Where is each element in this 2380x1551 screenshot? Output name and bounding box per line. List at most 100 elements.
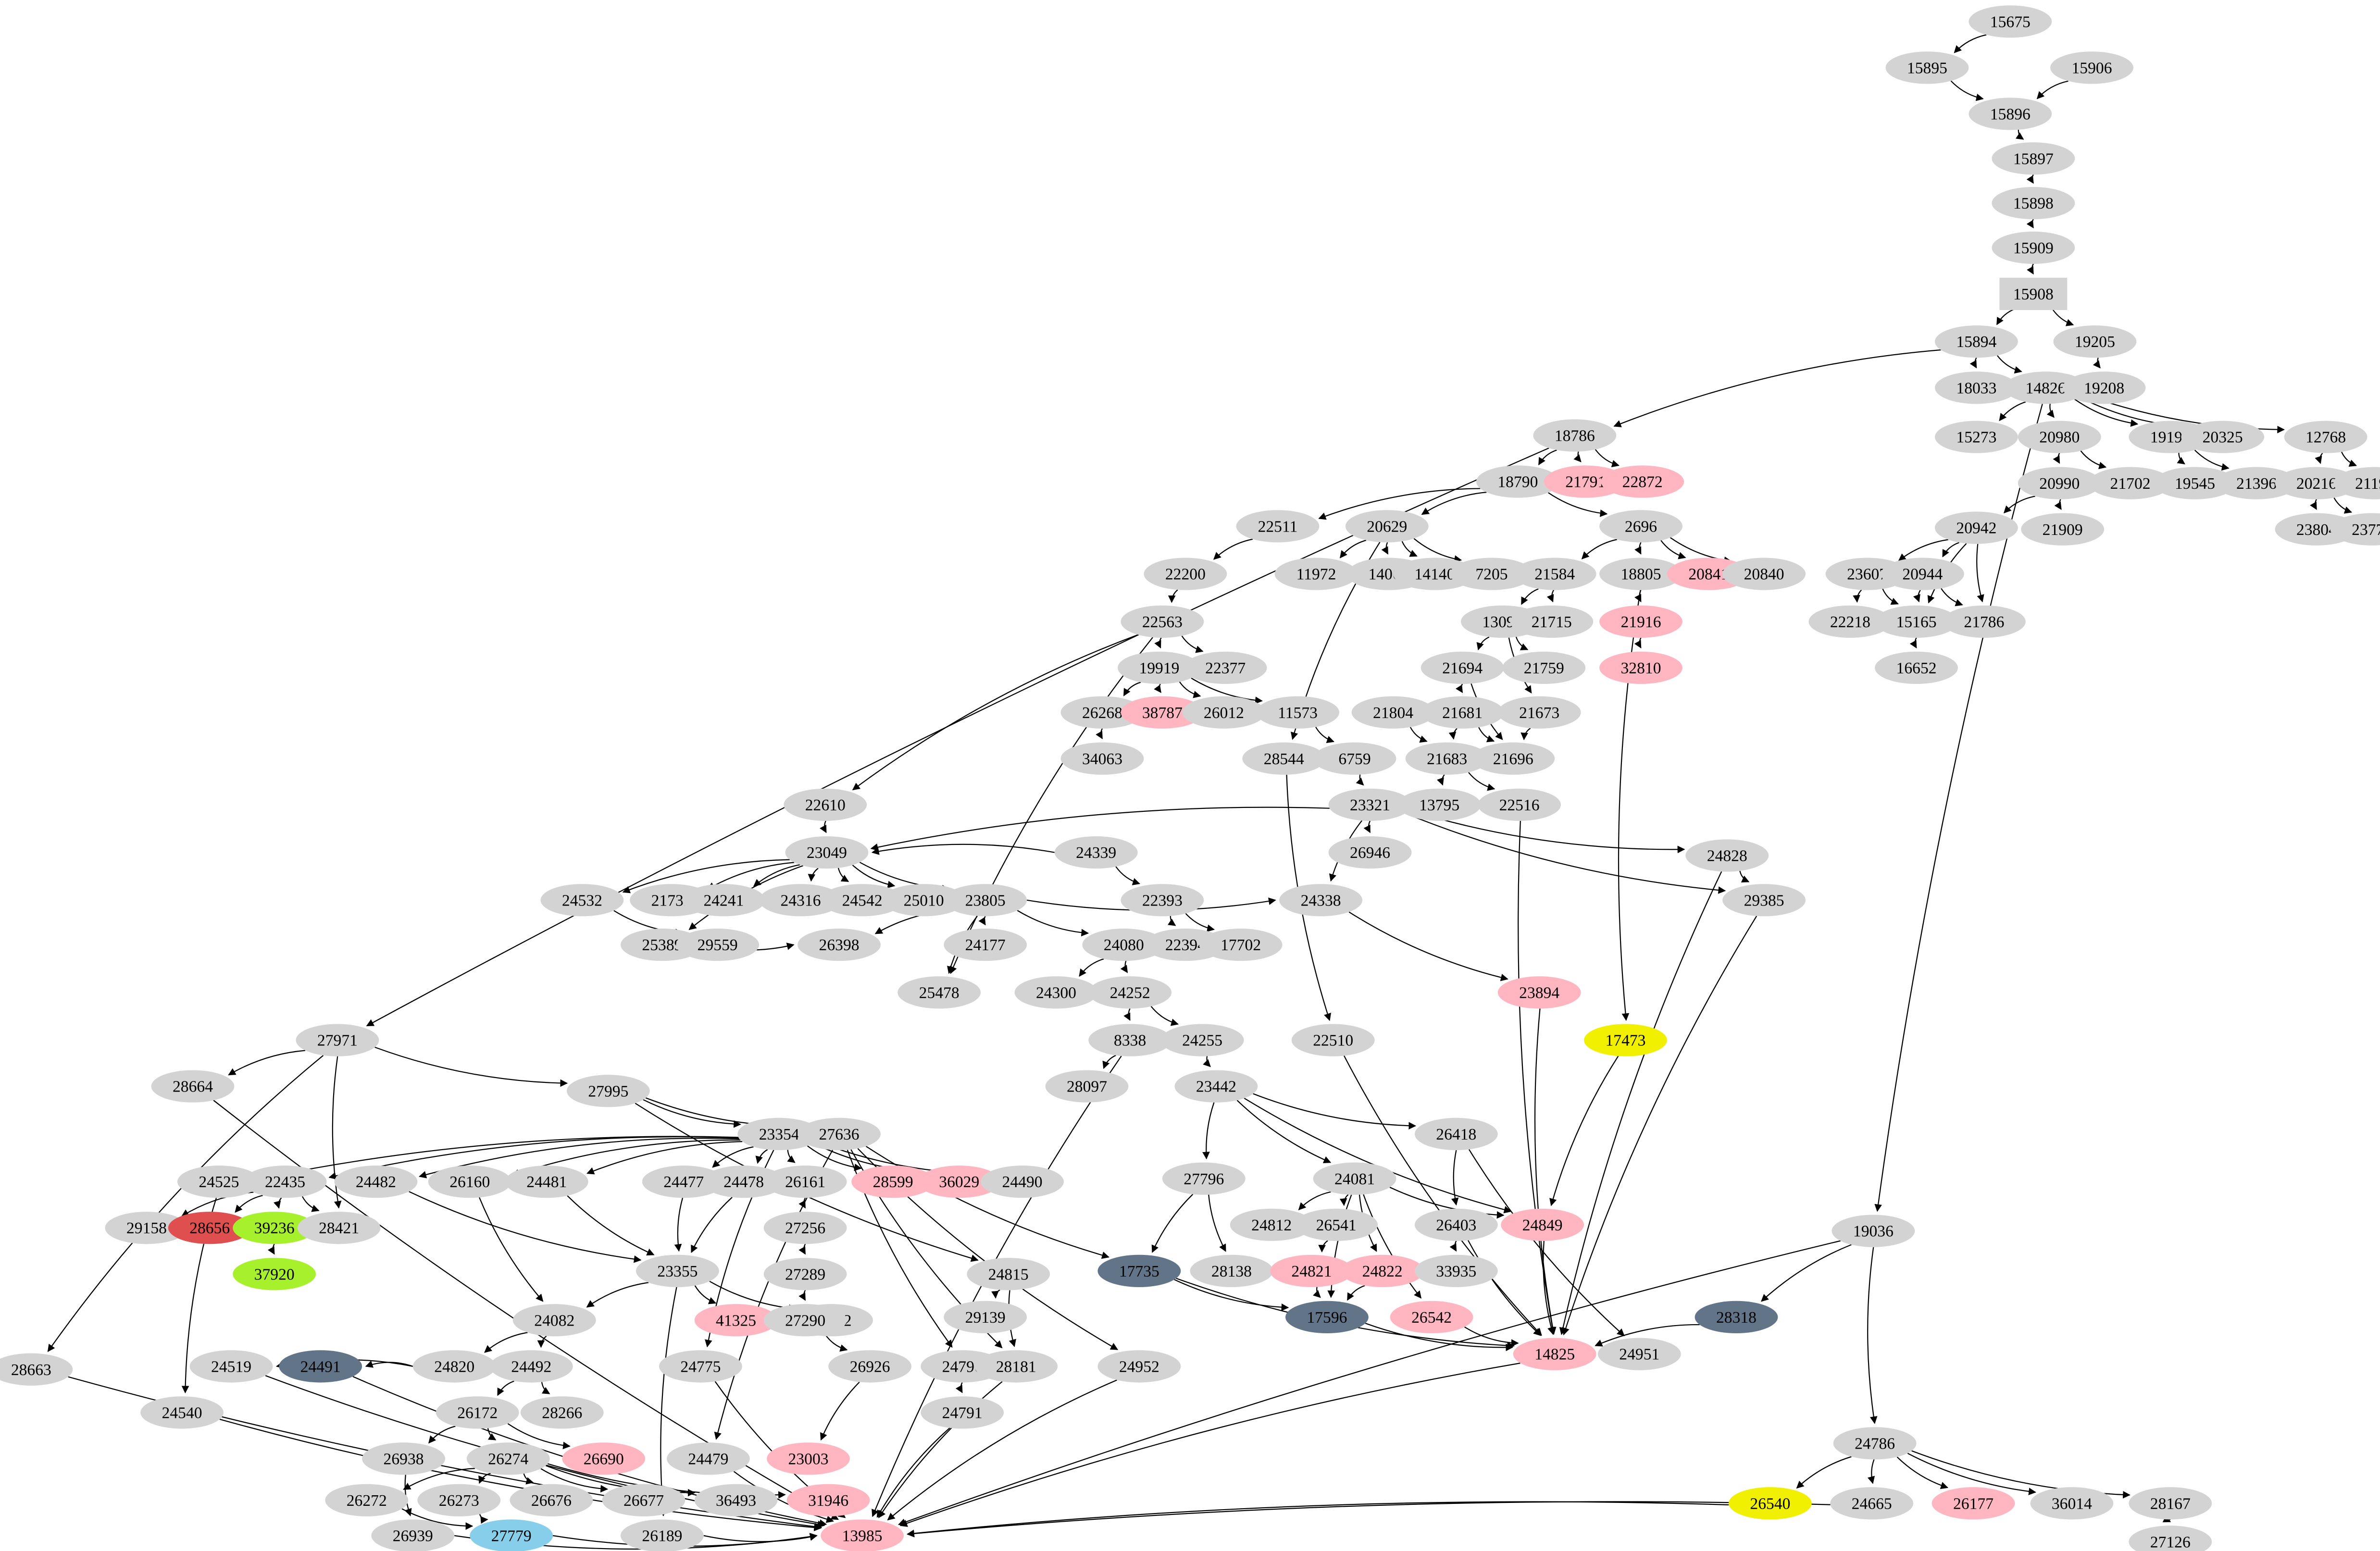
node-20216: 20216 bbox=[2275, 467, 2358, 499]
node-24300: 24300 bbox=[1014, 976, 1098, 1009]
node-26012: 26012 bbox=[1182, 696, 1266, 729]
node-26189: 26189 bbox=[621, 1519, 704, 1551]
node-label-24300: 24300 bbox=[1036, 984, 1076, 1002]
node-24828: 24828 bbox=[1685, 839, 1769, 872]
node-shape-26172 bbox=[436, 1396, 519, 1429]
edge-22200-22563 bbox=[1168, 589, 1178, 603]
edge-24479-13985 bbox=[733, 1471, 834, 1523]
node-label-19036: 19036 bbox=[1853, 1223, 1894, 1241]
edge-24081-24849 bbox=[1389, 1187, 1505, 1219]
node-24252: 24252 bbox=[1088, 976, 1172, 1009]
node-label-20840: 20840 bbox=[1744, 566, 1784, 583]
node-23003: 23003 bbox=[767, 1442, 850, 1475]
node-label-23894: 23894 bbox=[1519, 984, 1559, 1002]
node-label-18033: 18033 bbox=[1956, 379, 1996, 397]
edge-27796-28138 bbox=[1208, 1194, 1226, 1252]
node-shape-28266 bbox=[520, 1396, 604, 1429]
node-label-33935: 33935 bbox=[1436, 1263, 1476, 1280]
edge-23321-26946 bbox=[1363, 820, 1371, 833]
edge-20990-20942 bbox=[2003, 496, 2035, 514]
edge-18790-20629 bbox=[1421, 492, 1487, 515]
node-27779: 27779 bbox=[470, 1519, 553, 1551]
node-label-15675: 15675 bbox=[1990, 13, 2031, 31]
node-24849: 24849 bbox=[1501, 1208, 1584, 1241]
edge-24820-24491 bbox=[365, 1360, 413, 1368]
node-31946: 31946 bbox=[786, 1484, 870, 1516]
node-label-18805: 18805 bbox=[1620, 566, 1661, 583]
edge-24339-23049 bbox=[871, 844, 1055, 855]
edge-23354-24477 bbox=[712, 1146, 754, 1168]
edge-24828-14825 bbox=[1559, 871, 1722, 1335]
node-label-24815: 24815 bbox=[988, 1266, 1029, 1283]
node-20325: 20325 bbox=[2181, 421, 2265, 453]
node-14826: 14826 bbox=[2004, 372, 2087, 404]
node-15896: 15896 bbox=[1969, 98, 2052, 130]
node-shape-29158 bbox=[105, 1212, 188, 1244]
node-shape-14825 bbox=[1513, 1338, 1596, 1370]
node-shape-25478 bbox=[897, 976, 981, 1009]
node-shape-26946 bbox=[1328, 836, 1412, 869]
node-shape-15897 bbox=[1992, 142, 2075, 175]
node-label-37920: 37920 bbox=[254, 1266, 295, 1283]
edge-21683-13795 bbox=[1437, 774, 1445, 786]
node-shape-20980 bbox=[2018, 421, 2101, 453]
edge-27971-28421 bbox=[332, 1056, 342, 1209]
node-shape-21916 bbox=[1599, 605, 1682, 638]
edge-11573-6759 bbox=[1315, 727, 1334, 743]
node-label-24316: 24316 bbox=[781, 892, 821, 909]
edge-22435-39236 bbox=[274, 1197, 282, 1209]
node-label-26274: 26274 bbox=[488, 1450, 528, 1468]
node-label-24822: 24822 bbox=[1362, 1263, 1403, 1280]
node-label-21196: 21196 bbox=[2355, 475, 2380, 493]
node-shape-18786 bbox=[1533, 419, 1617, 452]
node-label-26272: 26272 bbox=[347, 1492, 387, 1510]
node-28181: 28181 bbox=[974, 1350, 1058, 1383]
node-shape-23049 bbox=[785, 836, 869, 869]
node-label-23321: 23321 bbox=[1350, 796, 1390, 814]
node-shape-39236 bbox=[233, 1212, 316, 1244]
edge-24540-13985 bbox=[219, 1418, 822, 1531]
node-label-24540: 24540 bbox=[162, 1404, 202, 1422]
node-label-24338: 24338 bbox=[1301, 892, 1341, 909]
edge-20216-23804 bbox=[2310, 499, 2317, 510]
node-shape-21786 bbox=[1942, 605, 2026, 638]
node-label-21683: 21683 bbox=[1427, 750, 1467, 768]
node-label-28421: 28421 bbox=[319, 1219, 359, 1237]
node-24775: 24775 bbox=[659, 1350, 742, 1383]
node-shape-28138 bbox=[1190, 1254, 1273, 1287]
node-23442: 23442 bbox=[1174, 1070, 1258, 1103]
node-label-24081: 24081 bbox=[1334, 1170, 1375, 1188]
node-21791: 21791 bbox=[1544, 465, 1627, 498]
edge-18786-21791 bbox=[1573, 451, 1582, 462]
node-label-24791: 24791 bbox=[942, 1404, 983, 1422]
node-21804: 21804 bbox=[1351, 696, 1435, 729]
node-shape-18033 bbox=[1934, 372, 2018, 404]
node-label-20841: 20841 bbox=[1688, 566, 1729, 583]
node-shape-41325 bbox=[694, 1304, 778, 1337]
node-36029: 36029 bbox=[917, 1166, 1001, 1198]
node-label-19208: 19208 bbox=[2084, 379, 2124, 397]
node-24490: 24490 bbox=[981, 1166, 1064, 1198]
node-19919: 19919 bbox=[1118, 651, 1201, 684]
node-shape-15896 bbox=[1969, 98, 2052, 130]
node-24482: 24482 bbox=[334, 1166, 418, 1198]
node-12768: 12768 bbox=[2284, 421, 2368, 453]
node-label-8338: 8338 bbox=[1114, 1032, 1146, 1050]
node-shape-26926 bbox=[828, 1350, 912, 1383]
node-shape-21702 bbox=[2089, 467, 2172, 499]
edge-22510-14825 bbox=[1343, 1055, 1542, 1336]
edge-24255-23442 bbox=[1203, 1056, 1211, 1067]
node-26398: 26398 bbox=[797, 929, 881, 961]
edge-15894-18033 bbox=[1969, 357, 1977, 369]
node-label-24481: 24481 bbox=[526, 1173, 567, 1191]
node-6759: 6759 bbox=[1313, 742, 1396, 775]
node-24478: 24478 bbox=[702, 1166, 785, 1198]
node-shape-24952 bbox=[1097, 1350, 1181, 1383]
edge-15906-15896 bbox=[2036, 80, 2068, 99]
node-14140: 14140 bbox=[1393, 558, 1476, 590]
node-label-23049: 23049 bbox=[807, 844, 847, 862]
node-label-27779: 27779 bbox=[491, 1527, 532, 1545]
node-shape-15908 bbox=[1999, 277, 2068, 310]
edge-24815-29139 bbox=[991, 1289, 1000, 1299]
node-label-24241: 24241 bbox=[703, 892, 744, 909]
